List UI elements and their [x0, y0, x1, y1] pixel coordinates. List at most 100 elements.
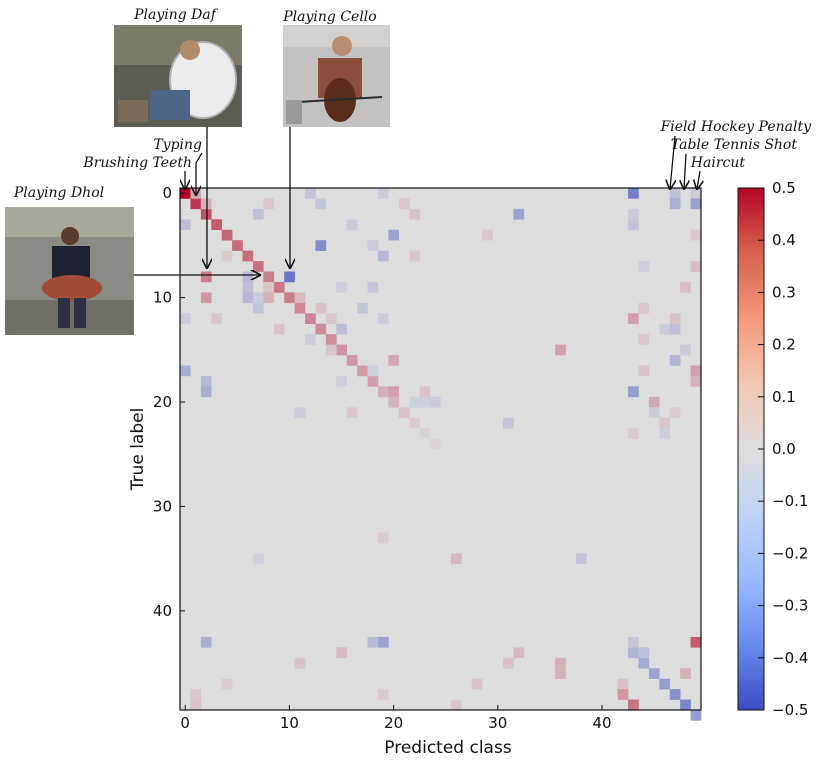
- heatmap-cell-15-15: [336, 344, 348, 356]
- heatmap-cell-19-23: [419, 386, 431, 398]
- heatmap-cell-15-36: [555, 344, 566, 356]
- heatmap-cell-3-16: [346, 219, 358, 231]
- heatmap-cell-1-1: [190, 198, 202, 210]
- heatmap-cell-12-19: [377, 313, 389, 325]
- heatmap: [179, 187, 702, 721]
- heatmap-cell-45-31: [503, 657, 514, 669]
- label-table-tennis-shot: Table Tennis Shot: [671, 137, 797, 153]
- heatmap-cell-14-14: [325, 334, 337, 345]
- heatmap-cell-10-11: [294, 292, 306, 304]
- heatmap-cell-0-19: [377, 188, 389, 199]
- heatmap-cell-13-15: [336, 323, 348, 335]
- heatmap-cell-10-7: [252, 292, 264, 304]
- heatmap-cell-49-48: [680, 699, 691, 711]
- heatmap-cell-23-46: [659, 428, 671, 439]
- heatmap-cell-5-5: [232, 240, 243, 251]
- y-tick-label-40: 40: [153, 602, 172, 620]
- heatmap-cell-20-45: [648, 396, 660, 408]
- heatmap-cell-19-43: [628, 386, 639, 398]
- heatmap-cell-11-13: [315, 302, 327, 314]
- heatmap-cell-49-26: [450, 699, 462, 711]
- heatmap-cell-43-49: [690, 636, 702, 648]
- arrow-typing: [196, 152, 203, 195]
- colorbar-tick-label-2: 0.3: [772, 283, 796, 301]
- heatmap-cell-47-4: [221, 678, 233, 690]
- heatmap-cell-17-0: [180, 365, 191, 377]
- heatmap-cell-11-11: [294, 302, 306, 314]
- y-tick-label-0: 0: [162, 184, 172, 202]
- heatmap-cell-18-18: [367, 375, 379, 387]
- heatmap-cell-6-22: [409, 250, 420, 262]
- heatmap-cell-12-47: [669, 313, 681, 325]
- heatmap-cell-16-20: [388, 355, 400, 366]
- heatmap-frame: [179, 187, 702, 711]
- heatmap-cell-15-48: [680, 344, 691, 356]
- heatmap-cell-1-13: [315, 198, 327, 210]
- heatmap-cell-0-0: [180, 188, 191, 199]
- heatmap-cell-3-43: [628, 219, 639, 231]
- heatmap-cell-1-47: [669, 198, 681, 210]
- heatmap-cell-18-2: [200, 375, 212, 387]
- heatmap-cell-47-42: [617, 678, 629, 690]
- heatmap-cell-48-1: [190, 689, 202, 700]
- heatmap-cell-13-9: [273, 323, 285, 335]
- label-brushing-teeth: Brushing Teeth: [82, 155, 192, 171]
- heatmap-cell-2-7: [252, 208, 264, 220]
- heatmap-cell-21-21: [398, 407, 410, 418]
- heatmap-cell-45-36: [555, 657, 566, 669]
- y-axis-ticks: 0 10 20 30 40: [153, 184, 185, 620]
- heatmap-cell-13-13: [315, 323, 327, 335]
- heatmap-cell-23-43: [628, 428, 639, 439]
- heatmap-cell-12-0: [180, 313, 191, 325]
- colorbar: 0.5 0.4 0.3 0.2 0.1 0.0 −0.1 −0.2 −0.3 −0.4 −0.5: [737, 179, 808, 719]
- heatmap-cell-0-43: [628, 188, 639, 199]
- heatmap-cell-43-2: [200, 636, 212, 648]
- heatmap-cell-12-14: [325, 313, 337, 325]
- heatmap-cell-14-44: [638, 334, 650, 345]
- heatmap-cell-24-24: [430, 438, 441, 450]
- heatmap-cell-44-44: [638, 647, 650, 659]
- heatmap-cell-5-18: [367, 240, 379, 251]
- heatmap-cell-8-6: [242, 271, 254, 283]
- heatmap-cell-20-24: [430, 396, 441, 408]
- heatmap-cell-8-8: [263, 271, 275, 283]
- heatmap-cell-8-10: [284, 271, 295, 283]
- heatmap-cell-7-49: [690, 261, 702, 272]
- heatmap-cell-9-6: [242, 281, 254, 293]
- heatmap-cell-10-10: [284, 292, 295, 304]
- heatmap-cell-20-23: [419, 396, 431, 408]
- heatmap-cell-6-19: [377, 250, 389, 262]
- heatmap-cell-35-7: [252, 553, 264, 565]
- y-tick-label-20: 20: [153, 393, 172, 411]
- heatmap-cell-7-7: [252, 261, 264, 272]
- heatmap-cell-45-11: [294, 657, 306, 669]
- photo-playing-cello: [283, 25, 390, 127]
- heatmap-cell-10-8: [263, 292, 275, 304]
- heatmap-cell-9-18: [367, 281, 379, 293]
- heatmap-cell-47-28: [471, 678, 483, 690]
- heatmap-cell-13-47: [669, 323, 681, 335]
- x-axis-label: Predicted class: [384, 738, 512, 758]
- heatmap-cell-44-15: [336, 647, 348, 659]
- heatmap-cell-8-2: [200, 271, 212, 283]
- heatmap-cell-49-1: [190, 699, 202, 711]
- y-tick-label-30: 30: [153, 497, 172, 515]
- heatmap-cell-46-36: [555, 668, 566, 679]
- heatmap-cell-10-2: [200, 292, 212, 304]
- heatmap-cell-11-44: [638, 302, 650, 314]
- heatmap-cell-9-48: [680, 281, 691, 293]
- heatmap-cell-21-16: [346, 407, 358, 418]
- colorbar-tick-label-8: −0.3: [772, 597, 808, 615]
- heatmap-cell-11-7: [252, 302, 264, 314]
- heatmap-cell-6-6: [242, 250, 254, 262]
- heatmap-cell-22-46: [659, 417, 671, 429]
- heatmap-cell-35-26: [450, 553, 462, 565]
- heatmap-cell-0-12: [305, 188, 316, 199]
- y-axis-label: True label: [128, 408, 148, 492]
- heatmap-cell-19-20: [388, 386, 400, 398]
- annotation-arrows: [134, 127, 700, 275]
- heatmap-cell-7-44: [638, 261, 650, 272]
- heatmap-cell-12-43: [628, 313, 639, 325]
- heatmap-cell-19-2: [200, 386, 212, 398]
- heatmap-cell-16-47: [669, 355, 681, 366]
